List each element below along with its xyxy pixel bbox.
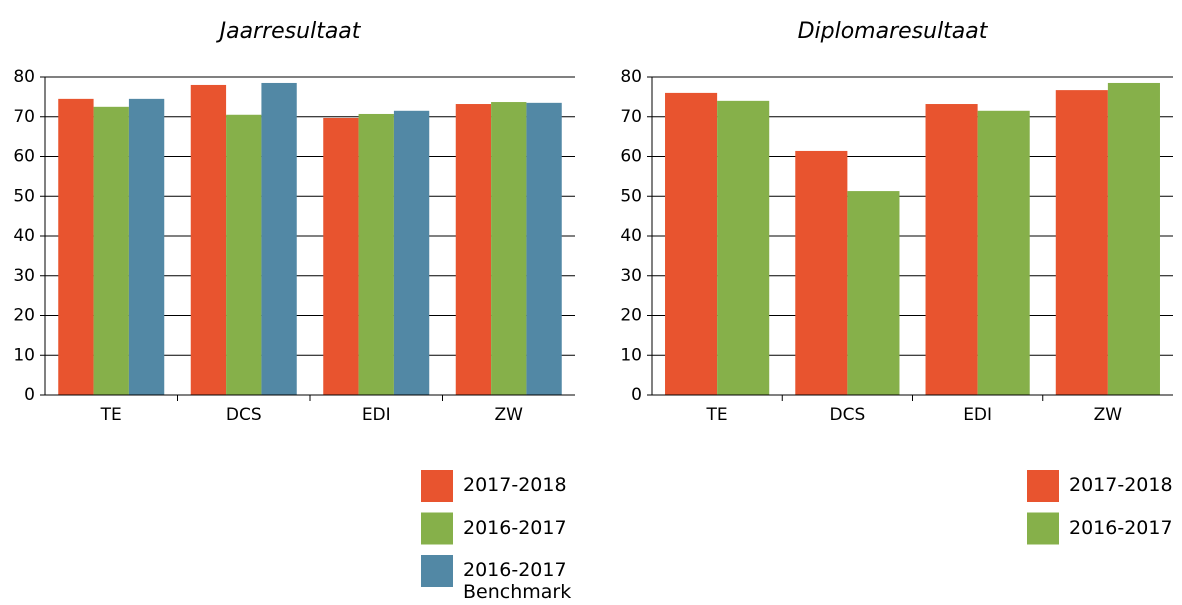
legend-label: 2017-2018 bbox=[1069, 474, 1173, 496]
x-tick-label: ZW bbox=[1094, 405, 1123, 425]
y-tick-label: 0 bbox=[24, 385, 35, 405]
legend-label: 2016-2017 bbox=[1069, 516, 1173, 539]
legend-label: 2016-2017 bbox=[463, 516, 567, 539]
legend-label: 2016-2017 Benchmark bbox=[463, 559, 572, 603]
bar bbox=[847, 191, 900, 395]
y-tick-label: 10 bbox=[620, 345, 642, 365]
y-tick-label: 20 bbox=[620, 306, 642, 326]
x-tick-label: EDI bbox=[963, 405, 992, 425]
bar bbox=[925, 104, 978, 395]
bar bbox=[93, 106, 129, 395]
y-tick-label: 80 bbox=[620, 67, 642, 87]
y-tick-label: 60 bbox=[13, 147, 35, 167]
bar bbox=[393, 110, 430, 395]
y-tick-label: 40 bbox=[13, 226, 35, 246]
legend-item: 2017-2018 bbox=[1069, 474, 1173, 496]
y-tick-label: 30 bbox=[13, 266, 35, 286]
y-tick-label: 70 bbox=[620, 107, 642, 127]
legend-swatch bbox=[1027, 512, 1059, 545]
chart-title: Jaarresultaat bbox=[216, 19, 362, 44]
y-tick-label: 80 bbox=[13, 67, 35, 87]
bar bbox=[795, 150, 848, 395]
bar bbox=[261, 82, 297, 396]
bar bbox=[323, 117, 359, 395]
bar bbox=[665, 92, 718, 396]
y-tick-label: 40 bbox=[620, 226, 642, 246]
bar bbox=[128, 98, 165, 396]
y-tick-label: 30 bbox=[620, 266, 642, 286]
y-tick-label: 20 bbox=[13, 306, 35, 326]
legend-item: 2016-2017 Benchmark bbox=[463, 559, 572, 603]
y-tick-label: 10 bbox=[13, 345, 35, 365]
bar bbox=[190, 84, 227, 395]
x-tick-label: DCS bbox=[226, 405, 262, 425]
legend-item: 2016-2017 bbox=[463, 516, 567, 539]
bar bbox=[226, 114, 262, 395]
bar bbox=[358, 113, 394, 395]
legend-swatch bbox=[421, 555, 453, 587]
x-tick-label: TE bbox=[100, 405, 122, 425]
x-tick-label: ZW bbox=[495, 405, 524, 425]
bar bbox=[58, 98, 94, 396]
x-tick-label: EDI bbox=[362, 405, 391, 425]
bar bbox=[717, 100, 770, 395]
bar bbox=[977, 110, 1030, 395]
bar bbox=[491, 102, 527, 395]
y-tick-label: 0 bbox=[631, 385, 642, 405]
y-tick-label: 60 bbox=[620, 147, 642, 167]
legend-item: 2016-2017 bbox=[1069, 516, 1173, 539]
bar bbox=[455, 104, 492, 395]
legend-swatch bbox=[421, 470, 453, 502]
legend-swatch bbox=[421, 512, 453, 545]
y-tick-label: 50 bbox=[13, 186, 35, 206]
bar bbox=[526, 102, 562, 396]
bar bbox=[1107, 82, 1160, 396]
x-tick-label: DCS bbox=[829, 405, 865, 425]
legend-label: 2017-2018 bbox=[463, 474, 567, 496]
legend-swatch bbox=[1027, 470, 1059, 502]
bar bbox=[1055, 90, 1108, 396]
y-tick-label: 70 bbox=[13, 107, 35, 127]
x-tick-label: TE bbox=[706, 405, 728, 425]
legend-item: 2017-2018 bbox=[463, 474, 567, 496]
y-tick-label: 50 bbox=[620, 186, 642, 206]
chart-title: Diplomaresultaat bbox=[798, 19, 989, 44]
